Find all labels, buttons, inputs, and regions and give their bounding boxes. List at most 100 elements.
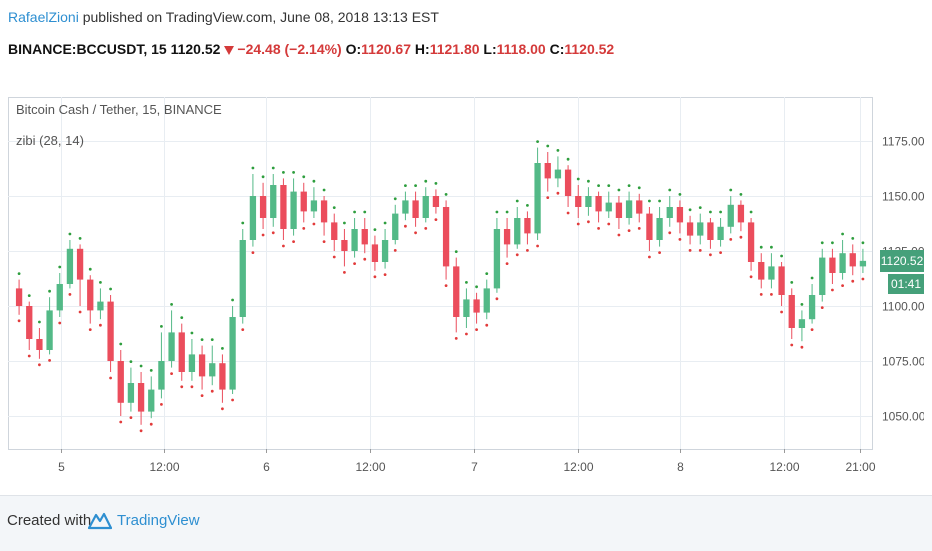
- marker-up: [495, 210, 499, 214]
- marker-up: [465, 281, 468, 284]
- x-tick-label: 12:00: [563, 460, 593, 474]
- marker-down: [170, 372, 173, 375]
- marker-down: [444, 284, 448, 287]
- marker-down: [587, 220, 590, 224]
- candle-body: [483, 288, 490, 313]
- x-tick-label: 5: [58, 460, 65, 474]
- x-tick-label: 8: [677, 460, 684, 474]
- marker-up: [556, 149, 560, 152]
- marker-up: [373, 228, 377, 232]
- candle-body: [524, 218, 531, 234]
- low-label: L:: [483, 41, 497, 57]
- candle-body: [676, 207, 684, 223]
- marker-down: [729, 238, 733, 241]
- y-tick-label: 1150.00: [882, 190, 924, 204]
- candle-body: [351, 229, 358, 251]
- marker-down: [160, 403, 163, 406]
- publish-line: RafaelZioni published on TradingView.com…: [8, 9, 439, 25]
- marker-down: [851, 279, 855, 283]
- candle-body: [585, 196, 592, 207]
- marker-up: [627, 184, 631, 187]
- marker-up: [343, 221, 346, 225]
- candle-body: [381, 240, 389, 262]
- high-label: H:: [414, 41, 430, 57]
- candle-body: [229, 317, 236, 390]
- marker-up: [109, 287, 112, 291]
- marker-down: [515, 253, 519, 257]
- marker-up: [210, 338, 214, 341]
- marker-up: [800, 303, 804, 306]
- price-chart[interactable]: 1050.001075.001100.001125.001150.001175.…: [8, 97, 924, 482]
- marker-up: [88, 267, 92, 271]
- marker-down: [485, 323, 489, 327]
- tradingview-brand-link[interactable]: TradingView: [117, 512, 200, 529]
- author-link[interactable]: RafaelZioni: [8, 9, 79, 25]
- marker-up: [536, 140, 539, 143]
- marker-up: [861, 241, 865, 245]
- marker-down: [332, 255, 336, 259]
- marker-up: [475, 285, 478, 289]
- x-tick-label: 12:00: [355, 460, 385, 474]
- candle-body: [829, 257, 836, 273]
- marker-up: [302, 175, 306, 179]
- candle-body: [178, 332, 185, 372]
- tradingview-logo-icon[interactable]: [88, 509, 112, 531]
- marker-down: [88, 328, 92, 331]
- candle-body: [239, 240, 246, 317]
- candle-body: [554, 169, 562, 179]
- marker-up: [444, 193, 448, 196]
- marker-up: [505, 210, 509, 214]
- candle-body: [463, 299, 470, 317]
- footer: Created with TradingView: [0, 495, 932, 551]
- candle-body: [148, 389, 155, 412]
- marker-down: [78, 310, 82, 314]
- marker-up: [780, 254, 783, 258]
- candle-body: [697, 222, 704, 236]
- marker-up: [546, 144, 550, 148]
- candle-body: [636, 200, 643, 214]
- marker-up: [353, 210, 356, 214]
- marker-up: [709, 210, 712, 214]
- marker-up: [251, 166, 255, 170]
- marker-up: [261, 175, 265, 179]
- marker-up: [526, 204, 529, 207]
- marker-down: [861, 277, 865, 281]
- candle-body: [717, 226, 724, 240]
- marker-up: [678, 193, 682, 196]
- candle-body: [219, 363, 226, 390]
- marker-down: [210, 389, 214, 393]
- candles: [15, 147, 867, 425]
- marker-up: [576, 177, 580, 181]
- marker-down: [465, 332, 468, 336]
- marker-up: [27, 294, 31, 297]
- series-title: Bitcoin Cash / Tether, 15, BINANCE: [16, 102, 222, 117]
- y-tick-label: 1075.00: [882, 355, 924, 369]
- marker-down: [759, 293, 763, 296]
- marker-down: [190, 385, 194, 389]
- marker-down: [99, 323, 102, 327]
- marker-up: [637, 186, 641, 190]
- marker-up: [698, 206, 702, 209]
- candle-body: [656, 218, 663, 240]
- marker-up: [454, 250, 458, 254]
- marker-up: [414, 184, 417, 187]
- marker-down: [698, 249, 702, 252]
- marker-down: [129, 416, 133, 419]
- marker-down: [292, 240, 295, 244]
- marker-down: [678, 238, 682, 241]
- down-arrow-icon: [224, 46, 235, 55]
- candle-body: [392, 213, 399, 240]
- candle-body: [15, 288, 23, 306]
- candle-body: [198, 354, 206, 377]
- candle-body: [707, 222, 714, 240]
- marker-down: [576, 222, 580, 226]
- marker-down: [363, 257, 367, 261]
- marker-down: [536, 244, 539, 248]
- marker-down: [454, 337, 458, 340]
- marker-up: [48, 289, 51, 293]
- marker-down: [566, 211, 570, 215]
- marker-up: [282, 171, 285, 174]
- marker-down: [475, 328, 478, 331]
- marker-up: [332, 206, 336, 209]
- y-tick-label: 1100.00: [882, 300, 924, 314]
